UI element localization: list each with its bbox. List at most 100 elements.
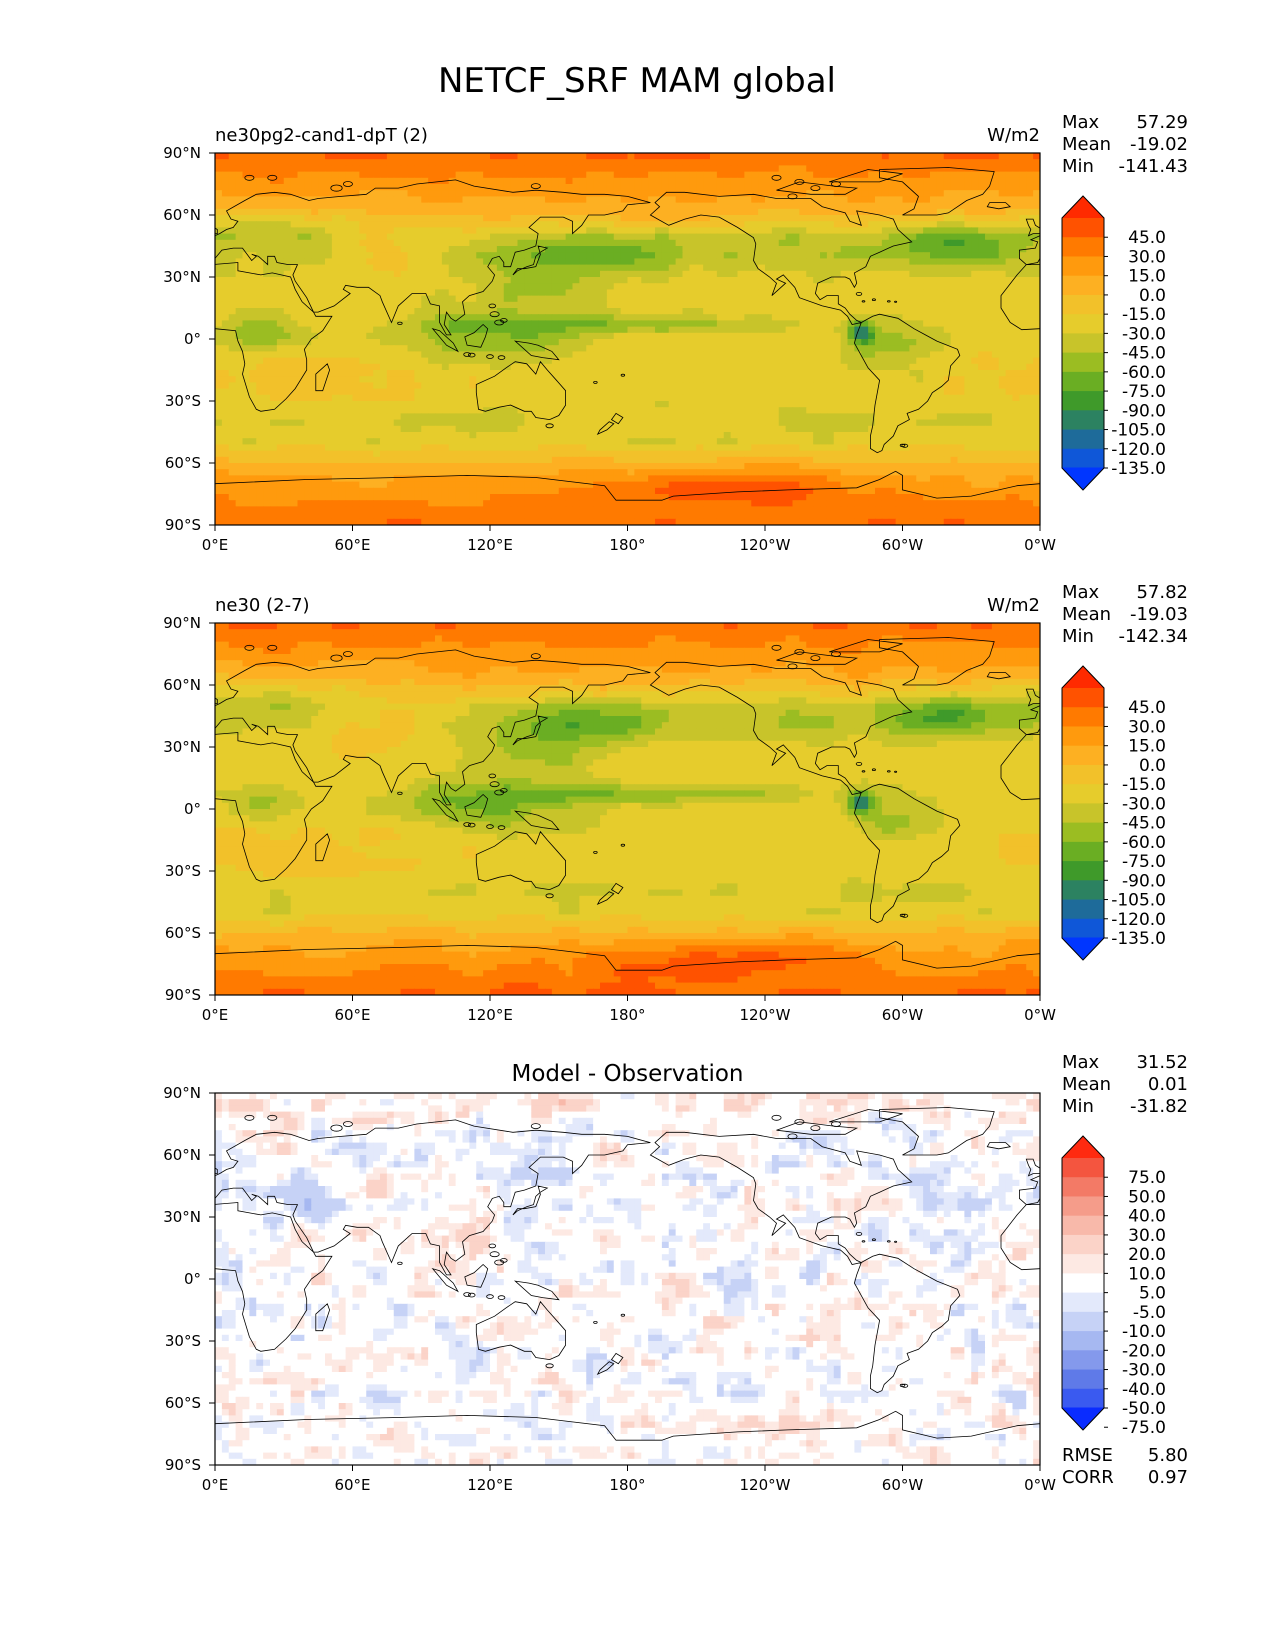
field-cell	[675, 227, 684, 235]
field-cell	[689, 246, 697, 253]
field-cell	[524, 301, 532, 309]
field-cell	[902, 258, 910, 266]
field-cell	[826, 351, 835, 359]
field-cell	[441, 283, 450, 290]
field-cell	[792, 401, 800, 408]
field-cell	[538, 221, 546, 228]
field-cell	[936, 376, 945, 383]
field-cell	[311, 177, 319, 185]
field-cell	[345, 345, 354, 352]
field-cell	[881, 159, 890, 166]
field-cell	[936, 202, 945, 210]
field-cell	[455, 202, 464, 210]
field-cell	[235, 301, 244, 309]
field-cell	[703, 258, 711, 266]
field-cell	[723, 233, 732, 241]
field-cell	[414, 394, 422, 402]
field-cell	[572, 171, 580, 179]
field-cell	[737, 153, 745, 160]
field-cell	[668, 308, 677, 315]
field-cell	[833, 252, 842, 259]
field-cell	[393, 382, 402, 390]
field-cell	[263, 295, 271, 303]
field-cell	[668, 215, 677, 222]
field-cell	[902, 357, 910, 365]
field-cell	[235, 345, 244, 352]
field-cell	[297, 184, 305, 191]
field-cell	[352, 363, 360, 371]
field-cell	[1005, 215, 1014, 222]
field-cell	[311, 363, 319, 371]
field-cell	[964, 289, 972, 297]
field-cell	[407, 190, 415, 197]
field-cell	[538, 239, 546, 247]
field-cell	[579, 320, 587, 328]
field-cell	[283, 314, 292, 321]
field-cell	[586, 208, 594, 216]
field-cell	[978, 258, 986, 266]
field-cell	[503, 295, 512, 303]
field-cell	[421, 270, 429, 278]
field-cell	[641, 184, 649, 191]
field-cell	[215, 159, 223, 166]
field-cell	[455, 339, 464, 346]
field-cell	[854, 227, 862, 235]
field-cell	[565, 301, 574, 309]
field-cell	[957, 370, 965, 377]
field-cell	[510, 277, 519, 284]
field-cell	[861, 314, 869, 321]
field-cell	[826, 221, 835, 228]
field-cell	[435, 289, 443, 297]
field-cell	[297, 357, 305, 365]
field-cell	[950, 277, 959, 284]
field-cell	[634, 295, 642, 303]
field-cell	[868, 202, 876, 210]
field-cell	[895, 283, 904, 290]
field-cell	[957, 264, 965, 272]
field-cell	[496, 345, 505, 352]
field-cell	[441, 277, 450, 284]
field-cell	[716, 382, 725, 390]
field-cell	[235, 283, 244, 290]
field-cell	[249, 401, 257, 408]
field-cell	[620, 208, 629, 216]
field-cell	[448, 301, 457, 309]
field-cell	[998, 171, 1007, 179]
field-cell	[380, 177, 388, 185]
field-cell	[771, 339, 780, 346]
field-cell	[909, 332, 917, 340]
field-cell	[331, 221, 340, 228]
field-cell	[215, 320, 223, 328]
field-cell	[496, 326, 505, 334]
field-cell	[655, 357, 663, 365]
field-cell	[276, 401, 285, 408]
field-cell	[318, 345, 326, 352]
field-cell	[359, 332, 367, 340]
field-cell	[668, 314, 677, 321]
field-cell	[345, 407, 354, 414]
field-cell	[263, 215, 271, 222]
field-cell	[393, 301, 402, 309]
field-cell	[916, 326, 924, 334]
field-cell	[304, 289, 312, 297]
field-cell	[352, 351, 360, 359]
field-cell	[1019, 289, 1027, 297]
field-cell	[228, 301, 237, 309]
field-cell	[441, 215, 450, 222]
field-cell	[503, 345, 512, 352]
field-cell	[655, 165, 663, 173]
field-cell	[737, 283, 745, 290]
field-cell	[820, 184, 828, 191]
field-cell	[496, 227, 505, 235]
field-cell	[820, 339, 828, 346]
field-cell	[957, 283, 965, 290]
field-cell	[861, 264, 869, 272]
field-cell	[510, 345, 519, 352]
field-cell	[359, 401, 367, 408]
field-cell	[916, 332, 924, 340]
field-cell	[668, 332, 677, 340]
field-cell	[256, 388, 264, 396]
field-cell	[393, 332, 402, 340]
field-cell	[991, 382, 1000, 390]
field-cell	[1012, 382, 1020, 390]
